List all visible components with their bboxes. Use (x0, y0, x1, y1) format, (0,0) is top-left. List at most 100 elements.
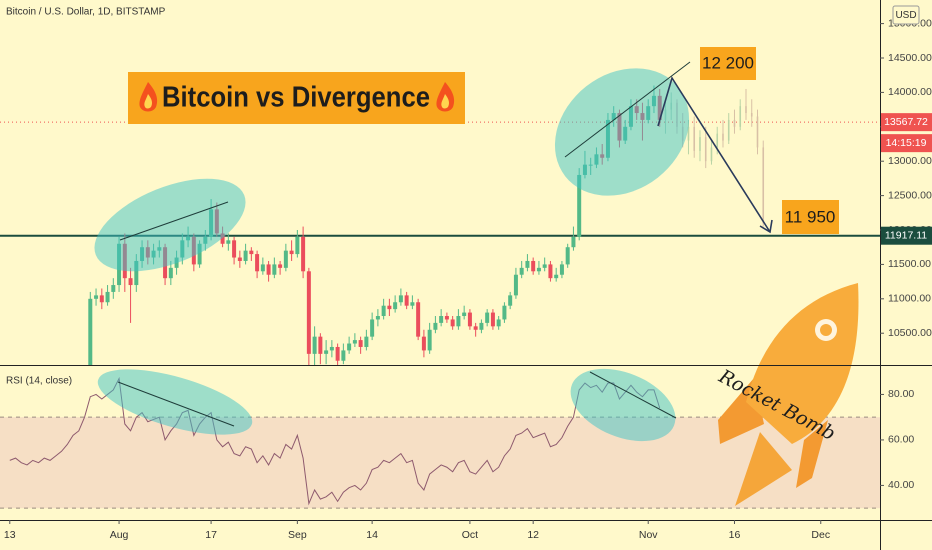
y-tick-label: 14000.00 (888, 86, 932, 98)
currency: USD (895, 10, 916, 21)
candle-body (745, 106, 747, 114)
candle-body (295, 236, 300, 255)
path-arrow (657, 76, 771, 233)
x-tick-label: Sep (288, 529, 307, 541)
candle-body (559, 264, 564, 275)
candle-body (571, 236, 576, 248)
candle-body (473, 326, 478, 330)
candle-body (347, 343, 352, 351)
candle-body (329, 346, 334, 351)
candle-body (704, 137, 707, 162)
target-label: 11 950 (785, 207, 836, 226)
candle-body (283, 250, 288, 268)
drawings: Bitcoin vs Divergence 12 200 11 950 Rock… (94, 47, 859, 506)
candle-body (699, 137, 701, 151)
y-tick-label: 60.00 (888, 434, 914, 446)
candle-body (134, 260, 139, 286)
candle-body (762, 147, 765, 224)
rocket-icon (718, 283, 859, 506)
candle-body (508, 295, 513, 306)
candle-body (531, 260, 536, 272)
candle-body (693, 126, 696, 151)
candle-body (565, 247, 570, 265)
candle-body (490, 312, 495, 327)
trendline (589, 371, 677, 419)
candle-body (548, 264, 553, 279)
axes: 10500.0011000.0011500.0012000.0012500.00… (4, 17, 932, 541)
candle-body (542, 264, 547, 268)
currency-box (892, 5, 920, 25)
candle-body (255, 254, 260, 272)
candle-body (226, 240, 231, 244)
last-price-label: 13567.72 (884, 116, 928, 128)
candle-body (364, 336, 369, 347)
candle-body (577, 174, 582, 237)
y-tick-label: 11000.00 (888, 293, 931, 305)
candle-body (733, 119, 736, 127)
candle-body (456, 316, 461, 327)
label-box (700, 47, 756, 80)
candle-body (410, 302, 415, 306)
candle-body (750, 113, 753, 117)
x-tick-label: Aug (110, 529, 129, 541)
candle-body (393, 302, 398, 310)
y-tick-label: 14500.00 (888, 52, 932, 64)
candle-body (727, 119, 730, 141)
candle-body (111, 285, 116, 292)
y-tick-label: 40.00 (888, 479, 914, 491)
flame-icon (139, 82, 158, 112)
candle-body (710, 147, 713, 162)
trendline (119, 201, 229, 241)
candle-body (450, 319, 455, 327)
y-tick-label: 11500.00 (888, 258, 931, 270)
candle-body (341, 350, 346, 361)
candle-body (479, 322, 484, 330)
candle-body (289, 250, 294, 255)
countdown: 14:15:19 (886, 137, 927, 149)
candle-body (249, 250, 254, 255)
candle-body (352, 340, 357, 344)
candle-body (168, 267, 173, 279)
arrow-head (759, 219, 773, 234)
candle-body (462, 312, 467, 317)
level-label-box (881, 226, 932, 245)
candle-body (496, 319, 501, 327)
candle-body (99, 295, 104, 303)
candle-body (513, 274, 518, 296)
candle-body (278, 264, 283, 268)
y-tick-label: 10500.00 (888, 327, 932, 339)
candle-body (439, 316, 444, 323)
flame-icon (436, 82, 455, 112)
level-label: 11917.11 (885, 229, 927, 241)
candle-body (525, 260, 530, 268)
x-tick-label: 17 (205, 529, 217, 541)
candle-body (519, 267, 524, 275)
candle-body (404, 295, 409, 306)
candle-body (272, 264, 277, 275)
x-tick-label: 12 (527, 529, 539, 541)
candle-body (243, 250, 248, 261)
headline: Bitcoin vs Divergence (162, 82, 430, 114)
x-tick-label: Nov (639, 529, 658, 541)
candle-body (105, 291, 110, 303)
candle-body (237, 257, 242, 261)
x-tick-label: 13 (4, 529, 16, 541)
candle-body (416, 302, 421, 337)
candle-body (722, 133, 724, 141)
candle-body (335, 346, 340, 361)
candle-body (260, 264, 265, 272)
candle-body (88, 298, 93, 365)
candle-body (554, 274, 559, 279)
candle-body (433, 322, 438, 330)
candle-body (716, 133, 719, 148)
candle-body (94, 295, 99, 299)
candle-body (318, 336, 323, 354)
highlight (94, 178, 246, 272)
y-tick-label: 13000.00 (888, 155, 932, 167)
candle-body (387, 305, 392, 310)
trendline (117, 381, 235, 427)
candle-body (485, 312, 490, 323)
x-tick-label: Oct (462, 529, 478, 541)
trendline (564, 61, 691, 158)
candle-body (381, 305, 386, 317)
